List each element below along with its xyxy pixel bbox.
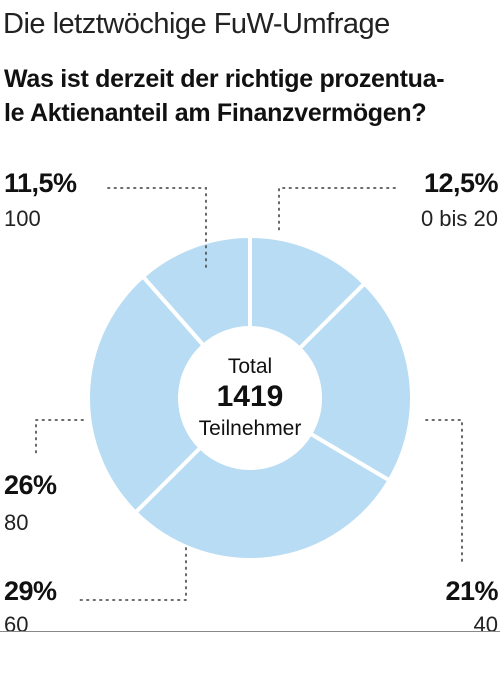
leader-lines — [35, 187, 463, 601]
leader-line-60 — [77, 547, 187, 601]
category-label-100: 100 — [4, 206, 41, 231]
category-label-0-bis-20: 0 bis 20 — [420, 206, 498, 231]
percent-label-80: 26% — [4, 470, 57, 500]
leader-line-0-bis-20 — [278, 187, 396, 235]
center-total-value: 1419 — [217, 380, 284, 413]
percent-label-100: 11,5% — [4, 168, 77, 198]
donut-hole — [180, 328, 320, 468]
category-label-60: 60 — [4, 612, 29, 637]
percent-label-0-bis-20: 12,5% — [423, 168, 499, 198]
category-label-40: 40 — [473, 612, 498, 637]
leader-line-100 — [107, 187, 207, 269]
center-participants-label: Teilnehmer — [199, 417, 302, 440]
question-line-1: Was ist derzeit der richtige prozentua- — [4, 65, 445, 93]
question-heading: Was ist derzeit der richtige prozentua- … — [4, 62, 498, 130]
bottom-divider — [0, 631, 500, 632]
leader-line-80 — [35, 419, 84, 456]
percent-label-60: 29% — [4, 576, 57, 606]
category-label-80: 80 — [4, 510, 29, 535]
center-total-label: Total — [228, 355, 272, 378]
question-line-2: le Aktienanteil am Finanzvermögen? — [4, 99, 427, 127]
survey-title: Die letztwöchige FuW-Umfrage — [3, 8, 390, 40]
leader-line-40 — [425, 419, 463, 564]
percent-label-40: 21% — [445, 576, 498, 606]
